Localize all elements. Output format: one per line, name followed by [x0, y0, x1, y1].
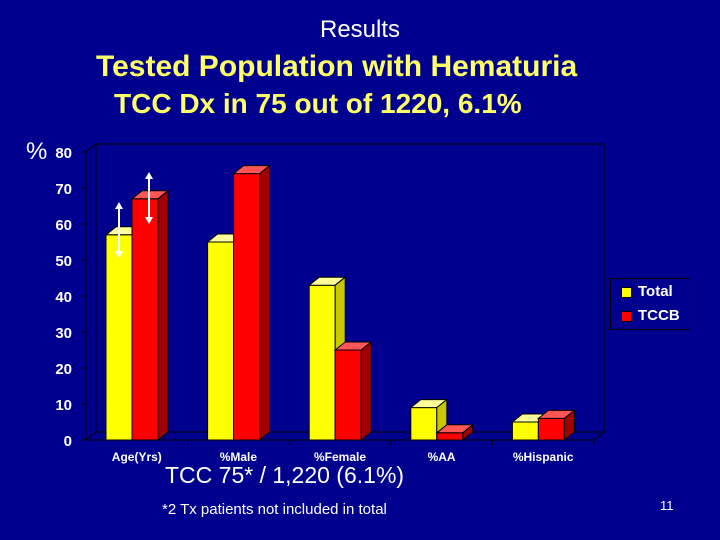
bar-side-tccb-2: [360, 340, 372, 442]
bar-tccb-4: [537, 417, 565, 441]
summary-text: TCC 75* / 1,220 (6.1%): [165, 462, 405, 488]
bar-side-tccb-4: [563, 409, 575, 442]
chart-legend: Total TCCB: [610, 278, 690, 330]
legend-item-total: Total: [621, 283, 673, 303]
y-tick-label: 30: [55, 325, 72, 342]
y-tick-label: 40: [55, 289, 72, 306]
x-tick-label: %Hispanic: [513, 450, 574, 464]
x-tick-label: %Female: [314, 450, 366, 464]
y-tick-label: 50: [55, 253, 72, 270]
slide-title-line2: TCC Dx in 75 out of 1220, 6.1%: [114, 88, 522, 119]
y-axis-label: %: [26, 138, 48, 165]
bar-side-tccb-1: [259, 164, 271, 442]
y-tick-label: 0: [64, 433, 72, 450]
y-tick-label: 60: [55, 217, 72, 234]
footnote-text: *2 Tx patients not included in total: [162, 501, 387, 518]
slide-heading: Results: [319, 16, 401, 43]
legend-swatch-tccb: [621, 310, 632, 322]
legend-label-tccb: TCCB: [638, 307, 680, 324]
bar-total-2: [308, 284, 336, 441]
bar-tccb-0: [131, 198, 159, 441]
page-number: 11: [660, 498, 674, 513]
bar-total-1: [207, 241, 235, 441]
legend-label-total: Total: [638, 283, 673, 300]
legend-item-tccb: TCCB: [621, 307, 680, 327]
double-arrow-total-age-head-bottom: [115, 251, 123, 258]
x-tick-label: %Male: [220, 450, 258, 464]
legend-swatch-total: [621, 286, 632, 298]
bar-tccb-3: [436, 432, 464, 441]
x-tick-label: Age(Yrs): [112, 450, 162, 464]
y-tick-label: 10: [55, 397, 72, 414]
plot-side-wall: [85, 142, 97, 442]
bar-side-tccb-0: [157, 189, 169, 442]
bar-total-3: [410, 407, 438, 441]
y-tick-label: 70: [55, 181, 72, 198]
bar-total-4: [511, 421, 539, 441]
y-tick-label: 20: [55, 361, 72, 378]
bar-total-0: [105, 234, 133, 441]
x-tick-label: %AA: [428, 450, 456, 464]
double-arrow-tccb-age-head-bottom: [145, 217, 153, 224]
double-arrow-tccb-age-head-top: [145, 172, 153, 179]
double-arrow-total-age-head-top: [115, 202, 123, 209]
bar-side-tccb-3: [462, 423, 474, 442]
y-tick-label: 80: [55, 145, 72, 162]
bar-tccb-1: [233, 173, 261, 441]
bar-tccb-2: [334, 349, 362, 441]
slide-title-line1: Tested Population with Hematuria: [96, 50, 578, 83]
